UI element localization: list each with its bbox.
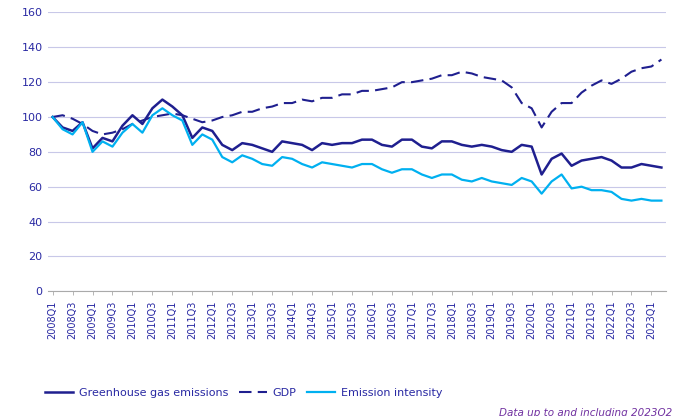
GDP (358, 88, 366, 93)
GDP (99, 132, 107, 137)
Emission intensity (358, 161, 366, 166)
Greenhouse gas emissions (158, 97, 167, 102)
Greenhouse gas emissions (538, 172, 546, 177)
Line: Emission intensity: Emission intensity (52, 108, 662, 201)
Emission intensity (99, 139, 107, 144)
GDP (108, 130, 116, 135)
Line: Greenhouse gas emissions: Greenhouse gas emissions (52, 99, 662, 174)
Greenhouse gas emissions (358, 137, 366, 142)
Greenhouse gas emissions (48, 114, 56, 119)
GDP (48, 114, 56, 119)
GDP (658, 57, 666, 62)
Greenhouse gas emissions (218, 142, 226, 147)
GDP (428, 76, 436, 81)
Emission intensity (428, 176, 436, 181)
Emission intensity (178, 118, 186, 123)
Greenhouse gas emissions (178, 113, 186, 118)
Greenhouse gas emissions (658, 165, 666, 170)
Emission intensity (588, 188, 596, 193)
GDP (178, 113, 186, 118)
Legend: Greenhouse gas emissions, GDP, Emission intensity: Greenhouse gas emissions, GDP, Emission … (41, 384, 447, 403)
Greenhouse gas emissions (99, 135, 107, 140)
GDP (588, 83, 596, 88)
Emission intensity (658, 198, 666, 203)
Emission intensity (218, 155, 226, 160)
Greenhouse gas emissions (428, 146, 436, 151)
GDP (218, 114, 226, 119)
Line: GDP: GDP (52, 59, 662, 134)
Emission intensity (158, 106, 167, 111)
Text: Data up to and including 2023Q2: Data up to and including 2023Q2 (499, 408, 673, 416)
Greenhouse gas emissions (598, 155, 606, 160)
Emission intensity (628, 198, 636, 203)
Emission intensity (48, 114, 56, 119)
